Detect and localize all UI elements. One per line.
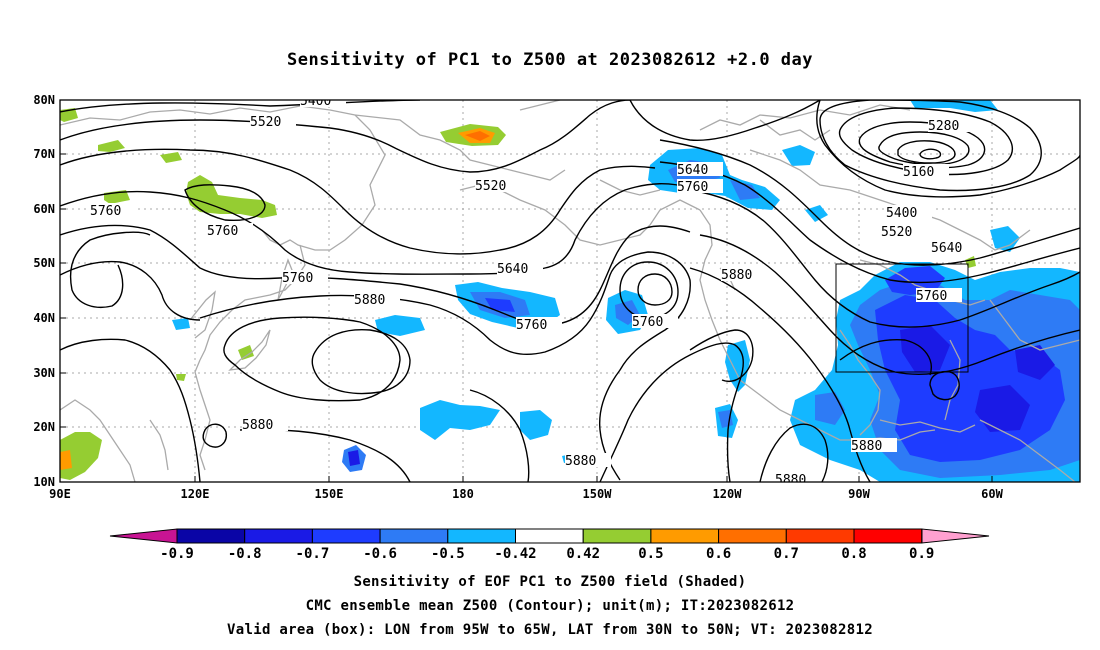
- contour-label-5520: 5520: [475, 179, 506, 194]
- contour-label-5520: 5520: [250, 115, 281, 130]
- lat-label-80n: 80N: [33, 93, 55, 107]
- caption-line-2: CMC ensemble mean Z500 (Contour); unit(m…: [305, 598, 795, 614]
- caption-line-3: Valid area (box): LON from 95W to 65W, L…: [227, 622, 873, 638]
- colorbar-swatch: [582, 528, 652, 544]
- contour-label-5880: 5880: [354, 293, 385, 308]
- contour-label-5640: 5640: [497, 262, 528, 277]
- lat-label-60n: 60N: [33, 202, 55, 216]
- contour-label-5400: 5400: [886, 206, 917, 221]
- map-content: 5400 5520 5280 5160 5760 5760 5520 5640 …: [60, 94, 1080, 488]
- lat-label-70n: 70N: [33, 147, 55, 161]
- longitude-labels: 90E 120E 150E 180 150W 120W 90W 60W: [49, 487, 1003, 501]
- colorbar-label: 0.5: [638, 546, 663, 562]
- colorbar-under-triangle: [109, 528, 178, 544]
- contour-label-5760: 5760: [632, 315, 663, 330]
- colorbar-swatch: [311, 528, 381, 544]
- lat-label-40n: 40N: [33, 311, 55, 325]
- contour-label-5760: 5760: [516, 318, 547, 333]
- sensitivity-shading: [60, 100, 1080, 482]
- caption-line-1: Sensitivity of EOF PC1 to Z500 field (Sh…: [353, 574, 747, 590]
- colorbar-label: -0.7: [296, 546, 330, 562]
- lon-label-120e: 120E: [181, 487, 210, 501]
- map-frame: [59, 99, 1081, 483]
- lat-label-20n: 20N: [33, 420, 55, 434]
- lon-label-60w: 60W: [981, 487, 1003, 501]
- colorbar-swatch: [650, 528, 720, 544]
- contour-label-5760: 5760: [677, 180, 708, 195]
- lon-label-90w: 90W: [848, 487, 870, 501]
- colorbar-label: -0.5: [431, 546, 465, 562]
- contour-label-5880: 5880: [242, 418, 273, 433]
- colorbar-label: -0.9: [160, 546, 194, 562]
- colorbar-label: -0.6: [363, 546, 397, 562]
- colorbar-label: -0.8: [228, 546, 262, 562]
- contour-label-5640: 5640: [677, 163, 708, 178]
- lon-label-180: 180: [452, 487, 474, 501]
- contour-label-5880: 5880: [565, 454, 596, 469]
- colorbar-label: 0.42: [566, 546, 600, 562]
- colorbar-label: -0.42: [494, 546, 536, 562]
- colorbar-swatch: [785, 528, 855, 544]
- coastlines: [60, 100, 1080, 482]
- lon-label-150e: 150E: [315, 487, 344, 501]
- z500-contours: [60, 100, 1080, 482]
- contour-label-5400: 5400: [300, 94, 331, 109]
- colorbar: -0.9 -0.8 -0.7 -0.6 -0.5 -0.42 0.42 0.5 0.6 0.7 0.…: [109, 528, 990, 562]
- contour-label-5760: 5760: [90, 204, 121, 219]
- contour-label-5640: 5640: [931, 241, 962, 256]
- colorbar-label: 0.7: [774, 546, 799, 562]
- contour-labels: 5400 5520 5280 5160 5760 5760 5520 5640 …: [90, 94, 977, 488]
- contour-label-5760: 5760: [282, 271, 313, 286]
- lat-label-10n: 10N: [33, 475, 55, 489]
- lat-label-30n: 30N: [33, 366, 55, 380]
- colorbar-swatch: [447, 528, 516, 544]
- colorbar-swatch: [244, 528, 313, 544]
- contour-label-5520: 5520: [881, 225, 912, 240]
- contour-label-5760: 5760: [916, 289, 947, 304]
- contour-label-5880: 5880: [851, 439, 882, 454]
- colorbar-swatch: [718, 528, 787, 544]
- map-title: Sensitivity of PC1 to Z500 at 2023082612…: [286, 50, 813, 70]
- colorbar-label: 0.6: [706, 546, 731, 562]
- contour-label-5880: 5880: [721, 268, 752, 283]
- axis-ticks: [60, 99, 993, 483]
- colorbar-label: 0.8: [841, 546, 866, 562]
- lon-label-120w: 120W: [713, 487, 743, 501]
- colorbar-swatch: [176, 528, 246, 544]
- latitude-labels: 80N 70N 60N 50N 40N 30N 20N 10N: [33, 93, 55, 489]
- lon-label-150w: 150W: [583, 487, 613, 501]
- lat-label-50n: 50N: [33, 256, 55, 270]
- colorbar-swatch: [379, 528, 449, 544]
- contour-label-5760: 5760: [207, 224, 238, 239]
- contour-label-5880: 5880: [775, 473, 806, 488]
- colorbar-swatch: [853, 528, 923, 544]
- contour-label-5280: 5280: [928, 119, 959, 134]
- lon-label-90e: 90E: [49, 487, 71, 501]
- colorbar-label: 0.9: [909, 546, 934, 562]
- colorbar-swatch: [515, 528, 584, 544]
- contour-label-5160: 5160: [903, 165, 934, 180]
- colorbar-over-triangle: [921, 528, 990, 544]
